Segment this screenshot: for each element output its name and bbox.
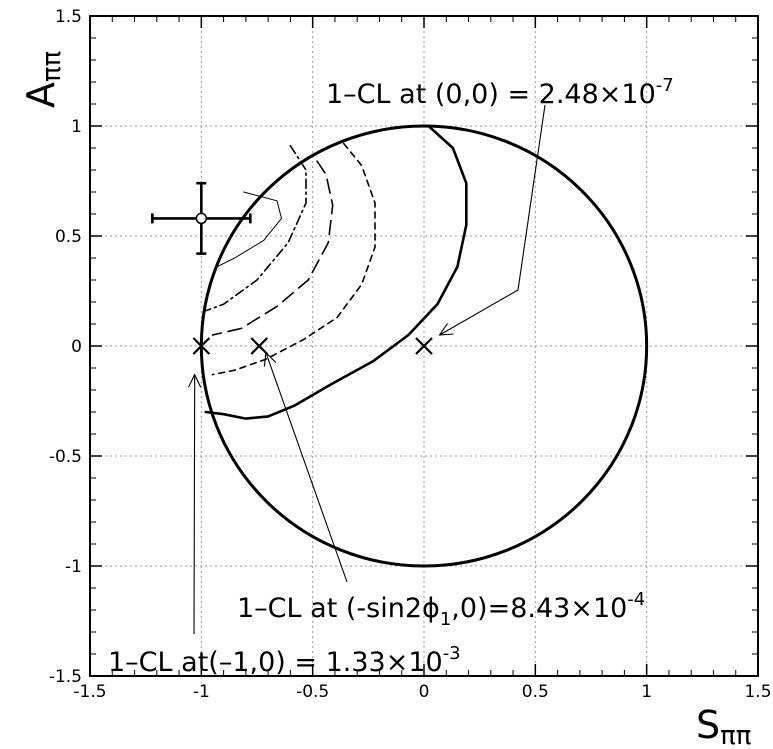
- annotation-sin2phi-subscript: 1: [440, 609, 451, 630]
- annotation-sin2phi-text2: ,0)=8.43×10: [451, 593, 627, 624]
- y-tick-label: 0: [71, 337, 82, 357]
- tick-labels: -1.5 -1 -0.5 0 0.5 1 1.5 -1.5 -1 -0.5 0 0.5 1 1.5: [49, 7, 772, 702]
- annotation-minus-one-text: 1–CL at(–1,0) = 1.33×10: [108, 647, 443, 678]
- data-points: [151, 181, 433, 355]
- annotation-origin-exponent: -7: [656, 75, 674, 96]
- x-tick-label: -1.5: [73, 682, 106, 702]
- tick-marks: [89, 15, 759, 677]
- x-tick-label: 1.5: [744, 682, 771, 702]
- annotation-minus-one: 1–CL at(–1,0) = 1.33×10-3: [108, 643, 461, 678]
- test-point-marker: [192, 337, 211, 355]
- y-tick-label: 1.5: [55, 7, 82, 27]
- y-axis-title: Aππ: [19, 51, 67, 108]
- y-tick-label: 1: [71, 117, 82, 137]
- x-axis-title-main: S: [696, 703, 720, 747]
- x-tick-label: 1: [641, 682, 652, 702]
- contours: [204, 124, 468, 420]
- x-tick-label: -0.5: [296, 682, 329, 702]
- annotation-origin: 1–CL at (0,0) = 2.48×10-7: [326, 75, 674, 110]
- contour-solid-thin: [216, 191, 282, 268]
- annotation-arrow-head: [188, 373, 202, 388]
- annotation-origin-text: 1–CL at (0,0) = 2.48×10: [326, 79, 656, 110]
- x-axis-title: Sππ: [696, 703, 751, 749]
- annotation-sin2phi: 1–CL at (-sin2ϕ1,0)=8.43×10-4: [237, 589, 645, 630]
- annotation-arrow-line: [439, 104, 546, 336]
- y-axis-title-sub: ππ: [37, 51, 67, 82]
- annotation-arrow-head: [438, 323, 454, 336]
- annotation-sin2phi-exponent: -4: [627, 589, 645, 610]
- contour-solid-thick: [204, 124, 468, 420]
- test-point-marker: [415, 337, 433, 355]
- x-axis-title-sub: ππ: [720, 721, 751, 749]
- y-tick-label: 0.5: [55, 227, 82, 247]
- annotation-arrows: [188, 104, 546, 635]
- x-tick-label: 0: [419, 682, 430, 702]
- contour-short-dash: [211, 142, 376, 376]
- test-point-marker: [250, 337, 269, 355]
- y-axis-title-main: A: [19, 82, 63, 108]
- x-tick-label: -1: [193, 682, 210, 702]
- annotation-arrow-line: [265, 352, 348, 583]
- annotation-minus-one-exponent: -3: [443, 643, 461, 664]
- y-tick-label: -0.5: [49, 447, 82, 467]
- y-tick-label: -1.5: [49, 667, 82, 687]
- contour-dash-dot: [205, 145, 307, 312]
- annotation-arrow-line: [193, 374, 196, 635]
- measurement-marker: [195, 212, 208, 225]
- y-tick-label: -1: [65, 557, 82, 577]
- annotation-sin2phi-text: 1–CL at (-sin2ϕ: [237, 593, 440, 624]
- annotation-arrow-head: [263, 351, 277, 367]
- x-tick-label: 0.5: [522, 682, 549, 702]
- contour-long-dash: [211, 160, 334, 336]
